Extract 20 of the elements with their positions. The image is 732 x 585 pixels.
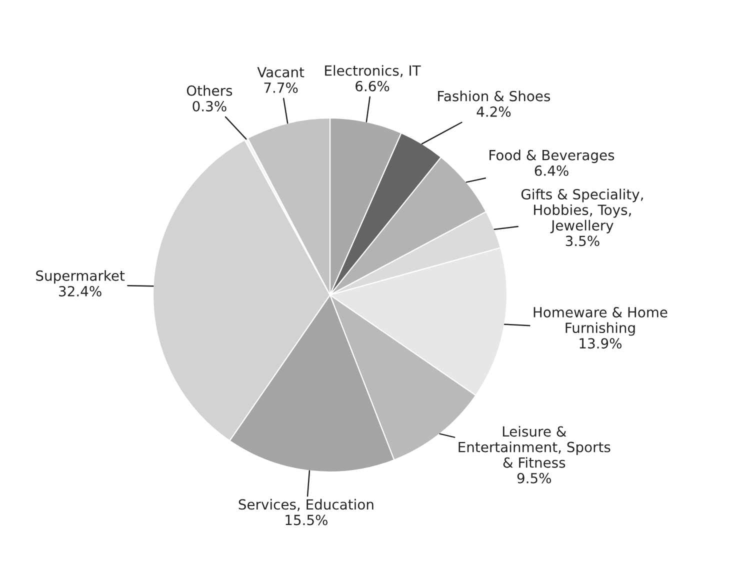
data-label: 15.5% (286, 514, 328, 526)
data-label: 7.7% (264, 82, 298, 93)
slice-label: Fashion & Shoes (438, 90, 550, 102)
slice-label: Homeware & Home Furnishing (534, 307, 668, 336)
data-label: 32.4% (59, 286, 102, 296)
slice-label: Others (186, 85, 232, 96)
slice-label: Electronics, IT (325, 65, 421, 78)
slice-label: Supermarket (36, 270, 125, 284)
slice-label: Food & Beverages (490, 150, 614, 164)
slice-label: Gifts & Speciality, Hobbies, Toys, Jewellery (521, 188, 643, 234)
data-label: 6.4% (534, 165, 568, 176)
data-label: 0.3% (192, 100, 226, 112)
data-label: 6.6% (356, 80, 390, 92)
data-label: 4.2% (476, 106, 511, 117)
slice-label: Vacant (257, 67, 304, 78)
data-label: 9.5% (517, 472, 552, 484)
slice-label: Leisure & Entertainment, Sports & Fitness (458, 426, 610, 468)
slice-label: Services, Education (238, 498, 374, 512)
data-label: 13.9% (580, 338, 622, 349)
data-label: 3.5% (566, 236, 600, 246)
